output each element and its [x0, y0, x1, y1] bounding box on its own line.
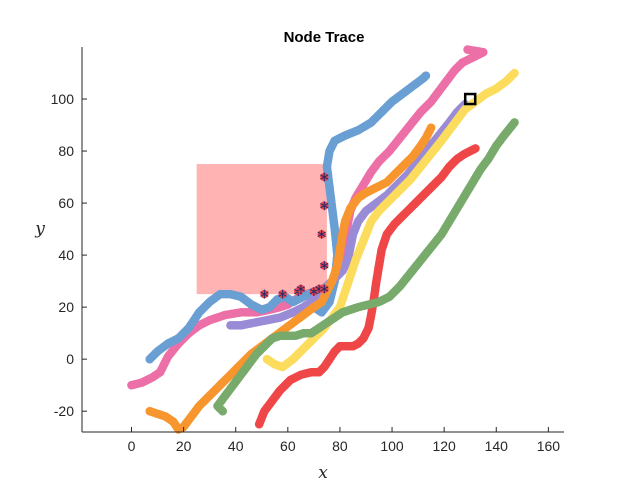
x-tick-label: 140 — [485, 438, 509, 454]
y-tick-label: 40 — [58, 247, 74, 263]
x-tick-label: 20 — [176, 438, 192, 454]
series-7-point — [510, 118, 519, 127]
axis-layer: 0 20 40 60 80 100 120 140 160 -20 0 20 40 60 80 100 — [51, 47, 564, 454]
tree-node-layer — [260, 172, 329, 299]
y-tick-label: 0 — [66, 351, 74, 367]
tree-node — [278, 289, 287, 299]
obstacle-rect — [196, 164, 327, 295]
x-axis-label: x — [318, 463, 328, 483]
tree-node — [320, 261, 329, 271]
tree-node — [260, 289, 269, 299]
tree-node-star — [260, 291, 269, 297]
series-7 — [213, 118, 519, 416]
tree-node-star — [320, 286, 329, 292]
y-tick-label: 60 — [58, 195, 74, 211]
obstacle-layer — [196, 164, 327, 295]
tree-node — [296, 284, 306, 294]
y-tick-label: -20 — [54, 403, 74, 419]
tree-node-star — [317, 231, 326, 237]
x-tick-label: 40 — [228, 438, 244, 454]
goal-layer — [463, 92, 477, 106]
series-1-point — [463, 45, 472, 54]
tree-node-star — [278, 291, 287, 297]
series-5-point — [510, 68, 519, 78]
goal-marker — [463, 92, 477, 106]
tree-node-star — [320, 202, 329, 209]
x-tick-label: 60 — [280, 438, 296, 454]
y-tick-label: 100 — [51, 91, 75, 107]
tree-node — [320, 172, 329, 182]
tree-node — [320, 284, 329, 294]
y-tick-label: 80 — [58, 143, 74, 159]
y-tick-label: 20 — [58, 299, 74, 315]
x-tick-label: 160 — [537, 438, 561, 454]
x-tick-label: 100 — [380, 438, 404, 454]
tree-node — [317, 229, 326, 239]
tree-node — [320, 201, 329, 211]
series-6-point — [471, 144, 480, 153]
tree-node-star — [320, 174, 329, 180]
series-2-point — [421, 71, 431, 80]
tree-node-star — [320, 262, 329, 269]
tree-node-star — [296, 286, 306, 292]
x-tick-label: 80 — [332, 438, 348, 454]
x-tick-label: 120 — [432, 438, 456, 454]
y-axis-label: y — [34, 219, 45, 239]
series-4-point — [426, 123, 436, 132]
x-tick-label: 0 — [128, 438, 136, 454]
series-6 — [254, 144, 480, 429]
chart-title: Node Trace — [284, 29, 365, 46]
